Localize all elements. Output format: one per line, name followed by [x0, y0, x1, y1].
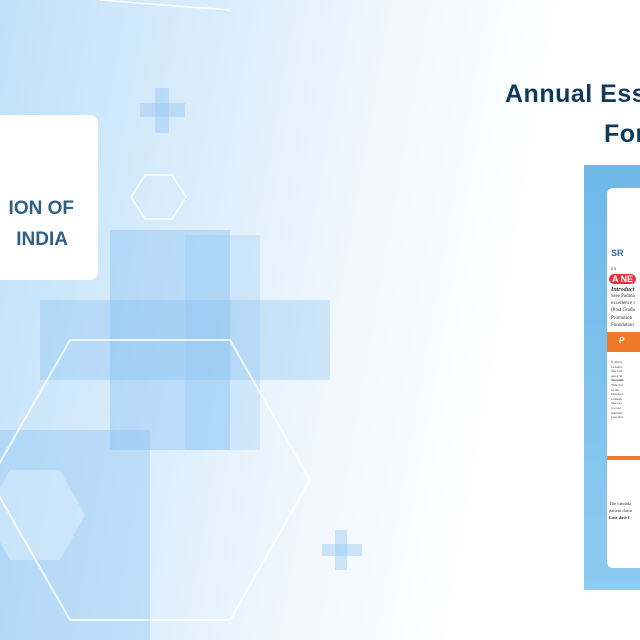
- poster-card: SR # 4 A NE Introduct Sree Padma excelle…: [607, 188, 640, 568]
- poster-badge: A NE: [609, 274, 637, 284]
- poster-line: Sree Padma: [611, 294, 635, 299]
- card-text-line1: ION OF: [8, 198, 74, 219]
- poster-image: SR # 4 A NE Introduct Sree Padma excelle…: [584, 165, 640, 590]
- poster-line: Foundation: [611, 323, 634, 328]
- heading-line1: Annual Ess: [505, 80, 640, 108]
- poster-line: Promotion: [611, 316, 633, 321]
- poster-footer: The candida patient durin Last date f: [609, 501, 632, 520]
- left-info-card: ION OF INDIA: [0, 115, 98, 280]
- poster-bullets: It will b Contest The resi essay in Novemb Th…: [611, 360, 624, 420]
- card-text-line2: INDIA: [16, 229, 68, 250]
- poster-title: SR: [611, 248, 624, 258]
- poster-banner: P: [607, 332, 640, 352]
- poster-address: # 4: [611, 266, 616, 271]
- poster-line: (Post Gradu: [611, 308, 636, 313]
- poster-line: excellence i: [611, 301, 635, 306]
- poster-intro: Introduct: [611, 287, 635, 293]
- poster-divider: [607, 456, 640, 460]
- heading-line2: For: [604, 120, 640, 148]
